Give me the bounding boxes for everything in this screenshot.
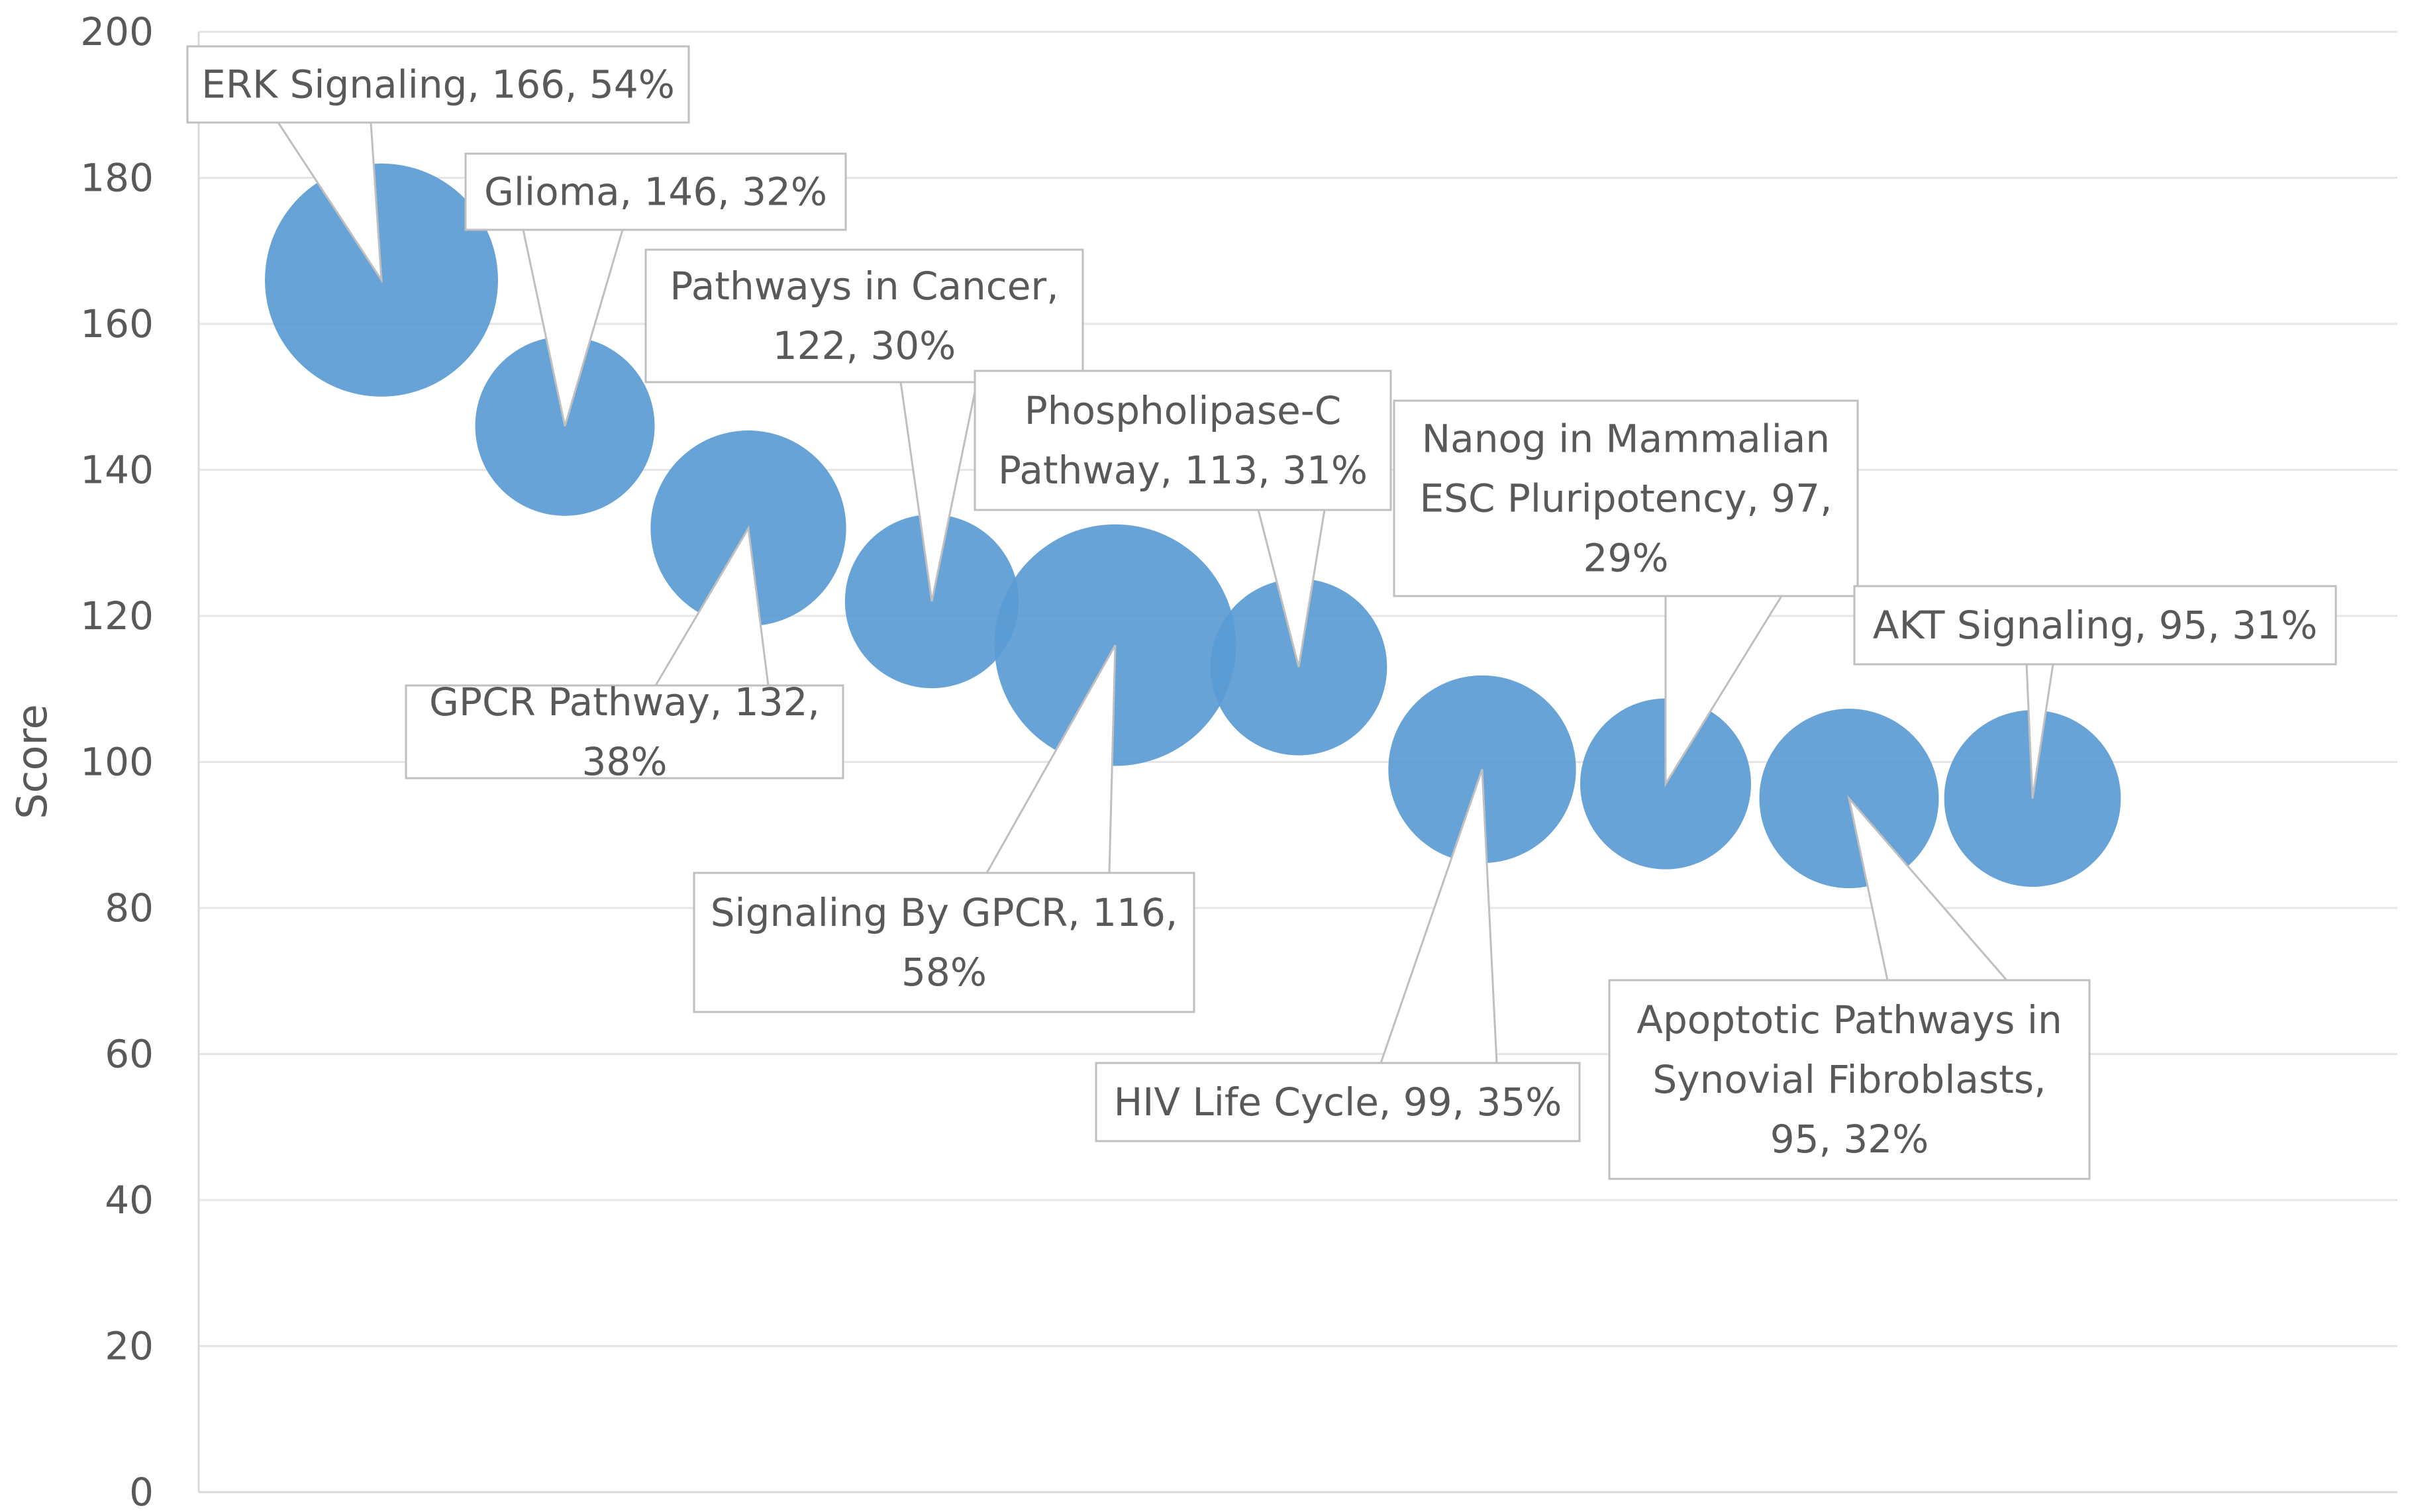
- data-label-3: GPCR Pathway, 132, 38%: [405, 525, 844, 784]
- data-label-text: GPCR Pathway, 132,: [429, 680, 820, 725]
- data-label-pointer: [522, 229, 624, 427]
- y-tick-label: 20: [105, 1324, 154, 1369]
- data-label-pointer: [1380, 769, 1498, 1064]
- data-label-text: Phospholipase-C: [1025, 388, 1341, 433]
- data-label-text: 38%: [582, 739, 668, 784]
- data-label-pointer: [985, 644, 1117, 874]
- data-label-7: HIV Life Cycle, 99, 35%: [1095, 769, 1581, 1142]
- data-label-10: AKT Signaling, 95, 31%: [1853, 585, 2337, 799]
- y-tick-label: 200: [80, 9, 154, 54]
- data-label-box: [1608, 979, 2091, 1180]
- y-tick-label: 40: [105, 1178, 154, 1223]
- data-label-4: Pathways in Cancer, 122, 30%: [644, 248, 1084, 602]
- data-label-text: Nanog in Mammalian: [1422, 417, 1830, 462]
- y-tick-label: 160: [80, 301, 154, 346]
- data-label-9: Apoptotic Pathways in Synovial Fibroblast…: [1608, 795, 2091, 1180]
- data-label-1: ERK Signaling, 166, 54%: [186, 45, 690, 284]
- y-tick-label: 80: [105, 885, 154, 931]
- data-label-text: AKT Signaling, 95, 31%: [1873, 603, 2317, 648]
- data-labels: ERK Signaling, 166, 54% Glioma, 146, 32% G…: [186, 45, 2337, 1180]
- data-label-pointer: [654, 525, 770, 686]
- data-label-text: Glioma, 146, 32%: [484, 170, 827, 215]
- data-label-text: 29%: [1583, 536, 1669, 581]
- data-label-box: [186, 45, 690, 124]
- data-label-text: ERK Signaling, 166, 54%: [201, 62, 675, 107]
- data-label-text: 95, 32%: [1770, 1117, 1929, 1162]
- data-label-text: Pathways in Cancer,: [670, 264, 1058, 309]
- data-label-pointer: [277, 122, 383, 284]
- data-label-box: [464, 152, 847, 231]
- data-label-box: [644, 248, 1084, 383]
- data-label-box: [405, 684, 844, 780]
- y-tick-label: 60: [105, 1032, 154, 1077]
- data-label-6: Phospholipase-C Pathway, 113, 31%: [974, 370, 1392, 668]
- data-label-pointer: [899, 381, 978, 602]
- y-axis-title: Score: [8, 704, 56, 819]
- data-label-8: Nanog in Mammalian ESC Pluripotency, 97, 2…: [1393, 399, 1859, 787]
- y-tick-label: 140: [80, 448, 154, 493]
- data-label-text: Signaling By GPCR, 116,: [711, 890, 1178, 935]
- data-label-2: Glioma, 146, 32%: [464, 152, 847, 427]
- data-label-pointer: [2025, 664, 2054, 799]
- bubbles: [265, 163, 2121, 889]
- data-label-box: [974, 370, 1392, 511]
- y-tick-label: 0: [129, 1470, 154, 1512]
- axes: 0 20 40 60 80 100 120 140 160 180 200 Score: [8, 9, 2397, 1512]
- data-label-pointer: [1257, 509, 1326, 668]
- data-label-box: [1853, 585, 2337, 666]
- y-tick-label: 180: [80, 156, 154, 201]
- data-label-text: 122, 30%: [773, 323, 956, 368]
- data-label-text: Pathway, 113, 31%: [998, 448, 1368, 493]
- data-label-box: [1393, 399, 1859, 597]
- y-tick-label: 120: [80, 593, 154, 638]
- data-label-5: Signaling By GPCR, 116, 58%: [693, 644, 1195, 1013]
- data-label-text: Synovial Fibroblasts,: [1652, 1057, 2046, 1102]
- data-label-text: Apoptotic Pathways in: [1636, 997, 2062, 1042]
- data-label-box: [1095, 1062, 1581, 1142]
- y-tick-label: 100: [80, 740, 154, 785]
- data-label-pointer: [1664, 595, 1783, 787]
- data-label-text: 58%: [901, 950, 987, 995]
- data-label-text: HIV Life Cycle, 99, 35%: [1114, 1080, 1562, 1125]
- data-label-pointer: [1847, 795, 2008, 981]
- data-label-text: ESC Pluripotency, 97,: [1419, 476, 1832, 521]
- data-label-box: [693, 872, 1195, 1013]
